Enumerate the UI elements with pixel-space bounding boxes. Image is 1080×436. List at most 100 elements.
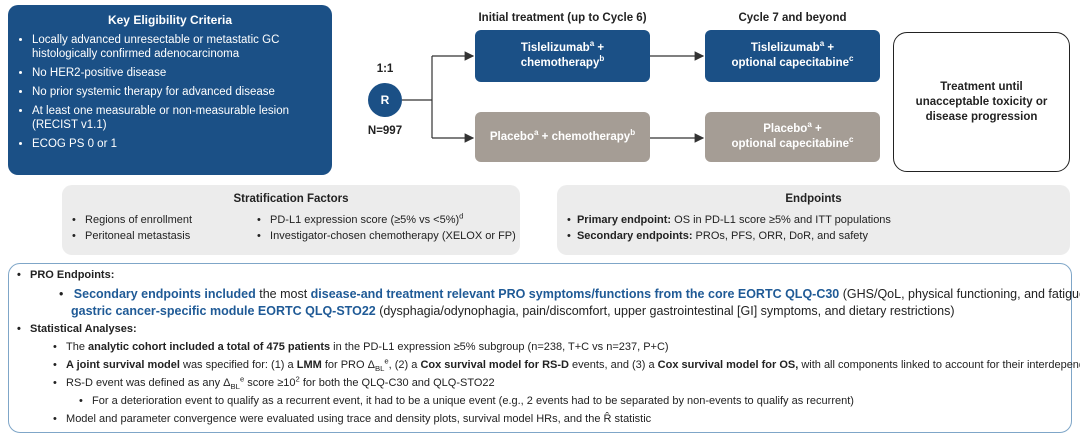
text: + — [824, 42, 835, 54]
text: a — [589, 39, 595, 49]
text: Regions of enrollment — [85, 214, 193, 226]
text: gastric cancer-specific module EORTC QLQ… — [71, 304, 376, 318]
endpoints-box: Endpoints • Primary endpoint: OS in PD-L… — [557, 185, 1070, 255]
text: (dysphagia/odynophagia, pain/discomfort,… — [375, 304, 955, 318]
text-line: Tislelizumaba + optional capecitabinec — [731, 40, 854, 71]
text: c — [849, 54, 854, 64]
text: RS-D event was defined as any — [66, 377, 224, 389]
text: e — [384, 356, 389, 366]
text: The — [66, 341, 89, 353]
text: Δ — [223, 377, 231, 389]
text-line: • Model and parameter convergence were e… — [53, 413, 652, 425]
text: was specified for: (1) a — [179, 359, 297, 371]
text-line: • Secondary endpoints included the most … — [59, 287, 1080, 301]
phase-header: Cycle 7 and beyond — [738, 12, 847, 24]
text: with all components linked to account fo… — [798, 359, 1080, 371]
eligibility-item: No prior systemic therapy for advanced d… — [32, 85, 322, 99]
text-line: • A joint survival model was specified f… — [53, 356, 1080, 374]
text: b — [599, 54, 605, 64]
text: Cox survival model for OS, — [657, 359, 799, 371]
eligibility-title: Key Eligibility Criteria — [107, 13, 233, 27]
text: analytic cohort included a total of 475 … — [88, 341, 331, 353]
text-line: Tislelizumaba + chemotherapyb — [520, 39, 605, 71]
text: b — [630, 127, 636, 137]
text: optional capecitabine — [731, 138, 850, 150]
text: Cox survival model for RS-D — [420, 359, 569, 371]
text: BL — [374, 364, 385, 374]
randomization-symbol: R — [380, 93, 390, 107]
flow-arrows — [368, 51, 705, 143]
arm-box: Tislelizumaba + chemotherapyb — [475, 30, 650, 82]
text: Investigator-chosen chemotherapy (XELOX … — [270, 230, 516, 242]
text: e — [239, 374, 245, 384]
eligibility-box: Key Eligibility Criteria Locally advance… — [8, 5, 332, 175]
text-line: • Peritoneal metastasis — [72, 230, 191, 242]
text-line: • RS-D event was defined as any ΔBLe sco… — [53, 374, 495, 392]
ratio: 1:1 — [376, 63, 394, 75]
details-box: • PRO Endpoints: • Secondary endpoints i… — [8, 263, 1080, 433]
text: Primary endpoint: — [576, 214, 672, 226]
text-line: • The analytic cohort included a total o… — [53, 341, 669, 353]
text: PROs, PFS, ORR, DoR, and safety — [692, 230, 868, 242]
phase-header: Initial treatment (up to Cycle 6) — [478, 12, 647, 24]
sample-size: N=997 — [367, 125, 403, 137]
arm-box: Placeboa + chemotherapyb — [475, 112, 650, 162]
text: LMM — [296, 359, 322, 371]
text: Secondary endpoints included — [73, 287, 256, 301]
text-line: • Investigator-chosen chemotherapy (XELO… — [257, 230, 516, 242]
text: score ≥10 — [244, 377, 296, 389]
text: Placebo — [763, 123, 808, 135]
text: Δ — [367, 359, 375, 371]
text: Model and parameter convergence were eva… — [66, 413, 604, 425]
eligibility-list: Locally advanced unresectable or metasta… — [18, 33, 322, 151]
text: + — [594, 42, 605, 54]
text-line: • PD-L1 expression score (≥5% vs <5%)d — [257, 211, 464, 226]
text: statistic — [611, 413, 652, 425]
text-line: • For a deterioration event to qualify a… — [79, 395, 854, 407]
text: Placebo — [489, 130, 534, 143]
text: R̂ — [603, 413, 612, 425]
text: the most — [255, 287, 311, 301]
text: Secondary endpoints: — [576, 230, 693, 242]
text: c — [849, 135, 854, 145]
text: Peritoneal metastasis — [85, 230, 191, 242]
text: PRO Endpoints: — [30, 269, 115, 281]
text-line: Placeboa + optional capecitabinec — [731, 120, 854, 152]
text: A joint survival model — [66, 359, 180, 371]
text-line: • Secondary endpoints: PROs, PFS, ORR, D… — [567, 230, 868, 242]
text: Treatment until unacceptable toxicity or… — [915, 80, 1048, 123]
text: For a deterioration event to qualify as … — [92, 395, 854, 407]
text: Endpoints — [785, 193, 842, 205]
shape — [402, 51, 705, 143]
text-line: • Primary endpoint: OS in PD-L1 score ≥5… — [567, 214, 891, 226]
text-line: • Statistical Analyses: — [17, 323, 137, 335]
shape — [368, 83, 402, 117]
text: for both the QLQ-C30 and QLQ-STO22 — [299, 377, 495, 389]
text-line: • PRO Endpoints: — [17, 269, 115, 281]
text: PD-L1 expression score (≥5% vs <5%) — [270, 214, 460, 226]
text: Tislelizumab — [520, 42, 590, 54]
text: chemotherapy — [520, 57, 600, 69]
text: Tislelizumab — [750, 42, 820, 54]
text-line: Placeboa + chemotherapyb — [489, 127, 636, 145]
text: Statistical Analyses: — [30, 323, 137, 335]
eligibility-item: Locally advanced unresectable or metasta… — [32, 33, 322, 61]
text-line: • Regions of enrollment — [72, 214, 193, 226]
stratification-box: Stratification Factors • Regions of enro… — [62, 185, 520, 255]
text: + chemotherapy — [538, 130, 631, 143]
text: OS in PD-L1 score ≥5% and ITT population… — [671, 214, 891, 226]
eligibility-item: ECOG PS 0 or 1 — [32, 137, 322, 151]
text-line: gastric cancer-specific module EORTC QLQ… — [71, 304, 954, 318]
text: events, and (3) a — [569, 359, 658, 371]
text: a — [807, 120, 812, 130]
text: (GHS/QoL, physical functioning, and fati… — [842, 287, 1080, 301]
text: BL — [230, 382, 240, 392]
text: Stratification Factors — [233, 193, 349, 205]
text: optional capecitabine — [731, 57, 850, 69]
outcome-box: Treatment until unacceptable toxicity or… — [893, 32, 1070, 172]
text: , (2) a — [388, 359, 421, 371]
eligibility-item: No HER2-positive disease — [32, 66, 322, 80]
text: 2 — [295, 374, 300, 384]
text: disease-and treatment relevant PRO sympt… — [310, 287, 840, 301]
